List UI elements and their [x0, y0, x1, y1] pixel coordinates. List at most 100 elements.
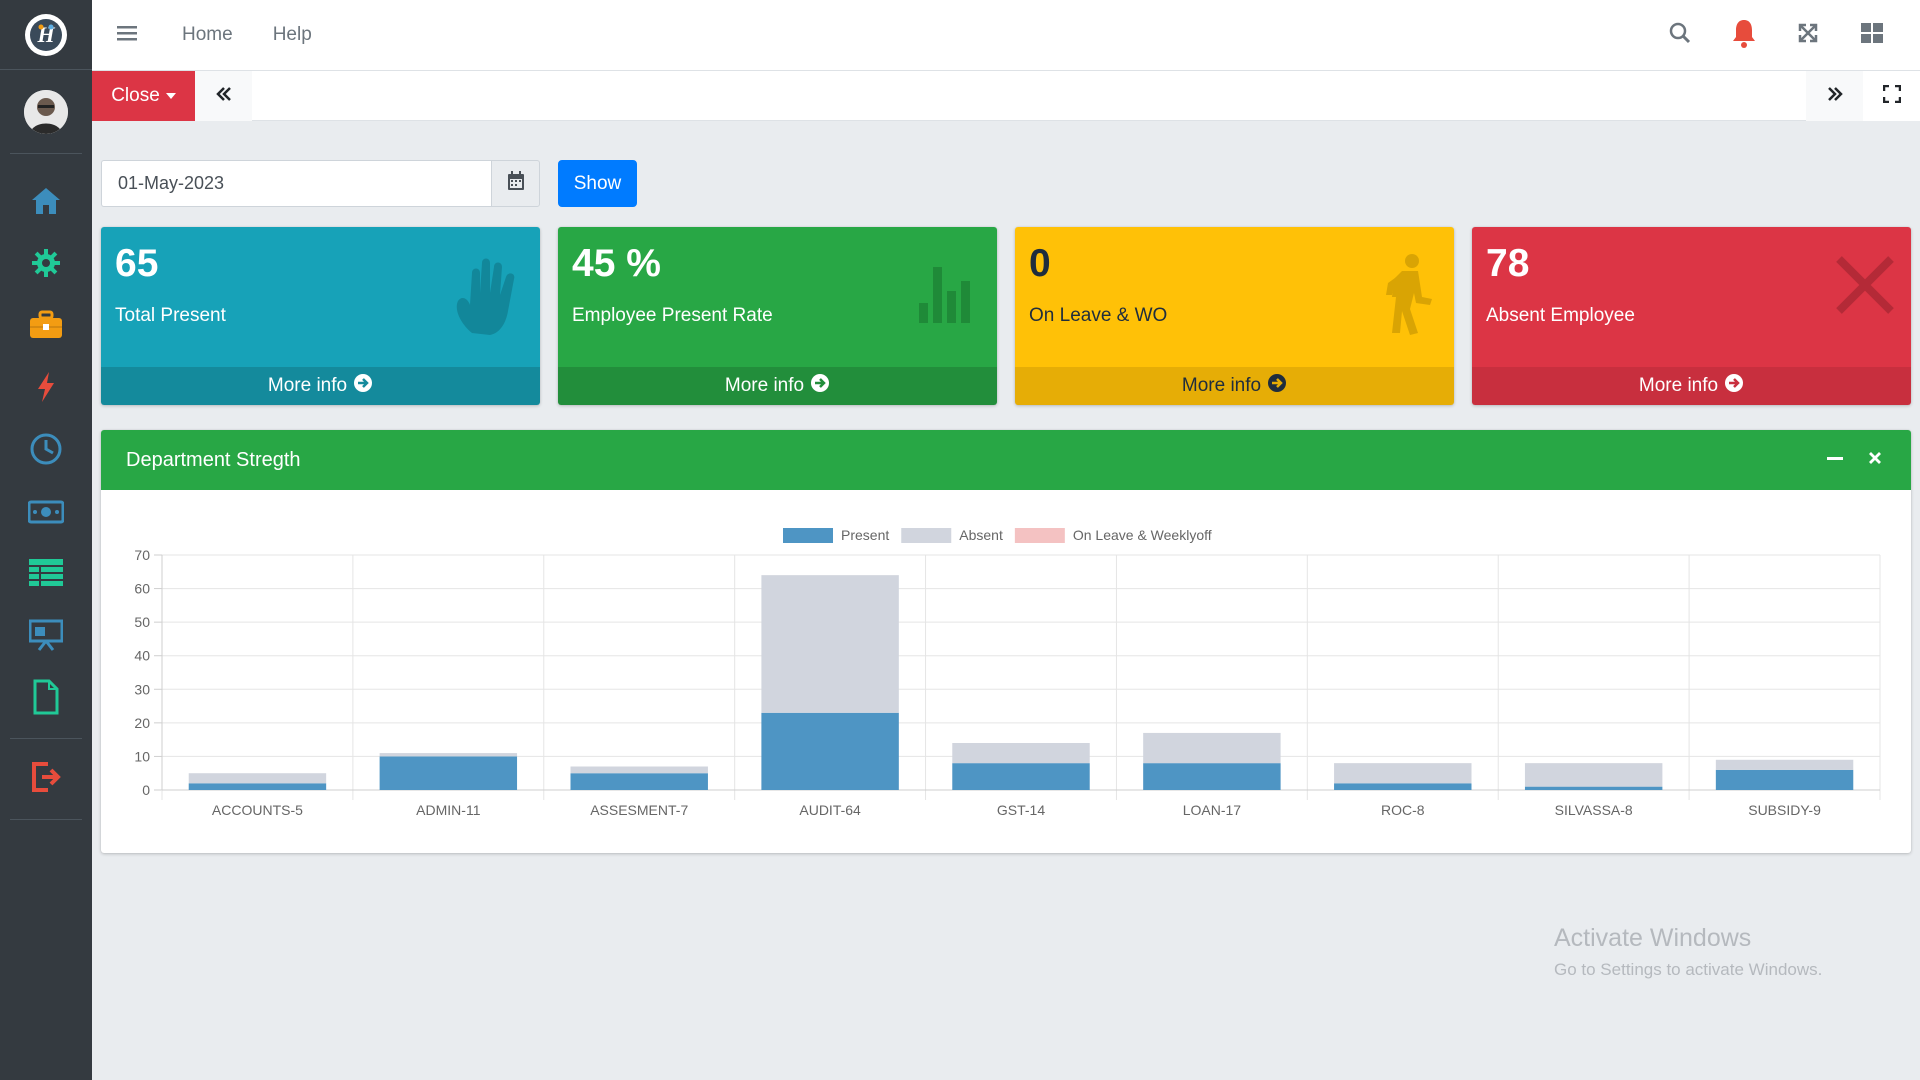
more-info-label: More info [724, 375, 805, 396]
grid-icon [1861, 22, 1883, 48]
bar-absent [1524, 763, 1663, 787]
more-info-label: More info [267, 375, 348, 396]
close-icon [1868, 451, 1882, 470]
date-picker-group [101, 160, 540, 207]
legend-swatch [783, 528, 833, 543]
sidebar-item-logout[interactable] [0, 739, 92, 819]
bar-present [379, 756, 518, 790]
bar-absent [1715, 759, 1854, 770]
double-chevron-right-icon [1827, 86, 1843, 106]
legend-swatch [901, 528, 952, 543]
sidebar-item-reports[interactable] [0, 544, 92, 606]
stat-label: Total Present [115, 304, 226, 326]
card-header: Department Stregth [101, 430, 1911, 490]
bar-absent [1334, 763, 1472, 784]
caret-down-icon [165, 93, 176, 99]
minus-icon [1827, 450, 1843, 471]
sidebar-divider [10, 819, 82, 820]
x-icon [1833, 253, 1897, 322]
bolt-icon [35, 371, 57, 408]
calendar-button[interactable] [491, 160, 540, 207]
show-button[interactable]: Show [558, 160, 637, 207]
remove-card-button[interactable] [1864, 449, 1886, 471]
fullscreen-button[interactable] [1776, 0, 1840, 71]
notifications-button[interactable] [1712, 0, 1776, 71]
collapse-button[interactable] [1824, 449, 1846, 471]
x-tick-label: ADMIN-11 [416, 802, 481, 818]
sidebar: H [0, 0, 92, 1080]
watermark-subtitle: Go to Settings to activate Windows. [1554, 960, 1823, 979]
bar-present [1524, 786, 1663, 790]
more-info-link[interactable]: More info [101, 367, 540, 405]
scroll-right-button[interactable] [1806, 71, 1863, 121]
legend-label: On Leave & Weeklyoff [1073, 527, 1212, 543]
stat-box-total-present: 65 Total Present More info [101, 227, 540, 405]
sidebar-item-settings[interactable] [0, 234, 92, 296]
x-tick-label: ACCOUNTS-5 [212, 802, 303, 818]
stat-value: 78 [1486, 242, 1530, 285]
bar-absent [952, 743, 1090, 764]
sidebar-item-documents[interactable] [0, 668, 92, 730]
hi-logo-icon[interactable]: H [25, 13, 67, 56]
date-input[interactable] [101, 160, 491, 207]
avatar[interactable] [24, 89, 68, 134]
stat-label: Employee Present Rate [572, 304, 773, 326]
nav-link-help[interactable]: Help [272, 24, 312, 45]
card-tools [1824, 449, 1886, 471]
y-tick-label: 20 [134, 715, 150, 731]
scroll-left-button[interactable] [195, 71, 252, 121]
sidebar-item-home[interactable] [0, 172, 92, 234]
search-button[interactable] [1648, 0, 1712, 71]
menu-toggle-button[interactable] [92, 0, 162, 71]
bell-icon [1731, 18, 1757, 53]
bar-chart-icon [917, 253, 983, 328]
stat-value: 0 [1029, 242, 1051, 285]
user-panel [10, 70, 82, 154]
apps-button[interactable] [1840, 0, 1904, 71]
bar-present [570, 773, 708, 790]
gear-icon [31, 248, 61, 283]
arrow-circle-right-icon [810, 373, 830, 399]
x-tick-label: AUDIT-64 [799, 802, 861, 818]
expand-arrows-icon [1797, 22, 1819, 49]
sidebar-item-bolt[interactable] [0, 358, 92, 420]
stat-box-on-leave: 0 On Leave & WO More info [1015, 227, 1454, 405]
stat-inner: 45 % Employee Present Rate [558, 227, 997, 367]
x-tick-label: GST-14 [997, 802, 1045, 818]
more-info-label: More info [1181, 375, 1262, 396]
bar-present [1334, 783, 1472, 790]
more-info-link[interactable]: More info [1472, 367, 1911, 405]
legend-swatch [1014, 528, 1065, 543]
legend-label: Present [841, 527, 889, 543]
arrow-circle-right-icon [353, 373, 373, 399]
sidebar-item-attendance[interactable] [0, 420, 92, 482]
bar-present [1143, 763, 1281, 790]
nav-link-home[interactable]: Home [182, 24, 233, 45]
close-label: Close [111, 85, 160, 106]
y-tick-label: 50 [134, 614, 150, 630]
sidebar-divider [10, 738, 82, 739]
stat-box-present-rate: 45 % Employee Present Rate More info [558, 227, 997, 405]
brand[interactable]: H [0, 0, 92, 70]
sidebar-nav [0, 172, 92, 820]
bar-present [188, 783, 327, 790]
sidebar-item-payroll[interactable] [0, 482, 92, 544]
bar-absent [188, 773, 327, 784]
x-tick-label: LOAN-17 [1183, 802, 1242, 818]
more-info-link[interactable]: More info [558, 367, 997, 405]
more-info-link[interactable]: More info [1015, 367, 1454, 405]
close-tabs-dropdown[interactable]: Close [92, 71, 195, 121]
file-icon [33, 679, 59, 720]
x-tick-label: ROC-8 [1381, 802, 1425, 818]
y-tick-label: 60 [134, 581, 150, 597]
tab-bar: Close [92, 71, 1920, 121]
sidebar-item-presentation[interactable] [0, 606, 92, 668]
navbar-right [1648, 0, 1920, 70]
table-icon [28, 558, 64, 593]
bar-present [761, 712, 899, 790]
stat-label: On Leave & WO [1029, 304, 1168, 326]
sidebar-item-briefcase[interactable] [0, 296, 92, 358]
search-icon [1669, 22, 1691, 49]
more-info-label: More info [1638, 375, 1719, 396]
tab-fullscreen-button[interactable] [1863, 71, 1920, 121]
